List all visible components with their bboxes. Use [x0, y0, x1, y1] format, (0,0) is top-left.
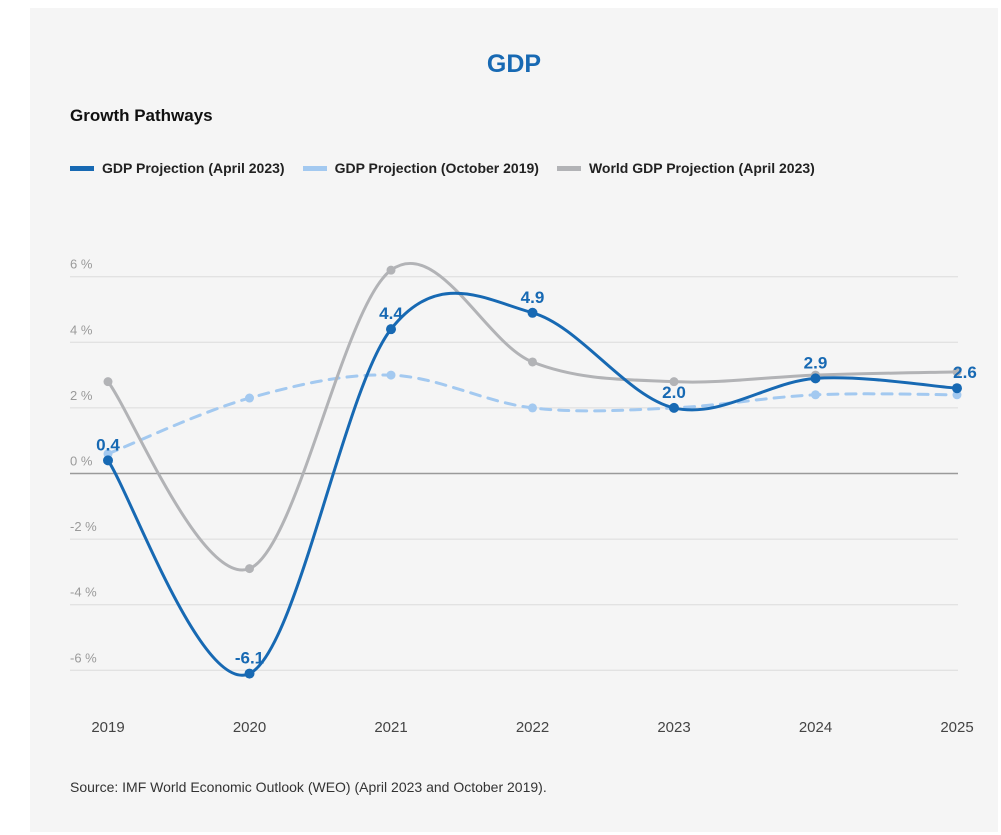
chart-subtitle: Growth Pathways: [70, 106, 213, 125]
legend-label-world-april-2023: World GDP Projection (April 2023): [588, 160, 815, 176]
data-point-world-gdp-april-2023: [669, 377, 679, 387]
legend-label-october-2019: GDP Projection (October 2019): [334, 160, 539, 176]
data-point-gdp-october-2019: [528, 403, 537, 413]
series-line-world-gdp-april-2023: [106, 261, 959, 572]
data-point-gdp-april-2023: [810, 373, 821, 384]
data-label: 2.6: [953, 363, 977, 382]
data-label: -6.1: [235, 649, 264, 668]
data-label: 4.4: [379, 304, 403, 323]
series-line-gdp-april-2023: [106, 291, 959, 677]
data-point-gdp-april-2023: [669, 402, 679, 413]
y-tick-label: -6 %: [70, 650, 97, 665]
chart-title: GDP: [486, 50, 542, 78]
legend-swatch-april-2023: [70, 165, 94, 171]
data-point-world-gdp-april-2023: [528, 357, 537, 367]
data-point-gdp-april-2023: [244, 668, 255, 679]
legend-swatch-world-april-2023: [556, 165, 581, 171]
x-tick-label: 2021: [374, 719, 407, 736]
y-tick-label: -4 %: [70, 585, 97, 600]
y-tick-label: 4 %: [70, 322, 93, 337]
data-label: 2.0: [662, 383, 686, 402]
data-point-gdp-april-2023: [103, 455, 113, 466]
legend: GDP Projection (April 2023) GDP Projecti…: [70, 160, 815, 176]
x-tick-label: 2023: [657, 719, 690, 736]
data-point-gdp-october-2019: [811, 390, 820, 400]
data-label: 4.9: [521, 288, 545, 307]
x-tick-label: 2025: [940, 719, 973, 736]
data-point-gdp-april-2023: [386, 324, 396, 335]
y-tick-label: -2 %: [70, 519, 97, 534]
data-point-gdp-october-2019: [245, 393, 254, 403]
chart-card: GDP Growth Pathways GDP Projection (Apri…: [30, 8, 998, 832]
data-point-world-gdp-april-2023: [245, 564, 254, 574]
data-label: 2.9: [804, 353, 828, 372]
data-label: 0.4: [96, 435, 120, 454]
y-tick-label: 6 %: [70, 257, 93, 272]
x-tick-label: 2022: [516, 719, 549, 736]
legend-item-october-2019[interactable]: GDP Projection (October 2019): [302, 160, 539, 176]
legend-label-april-2023: GDP Projection (April 2023): [102, 160, 285, 176]
x-tick-label: 2020: [233, 719, 266, 736]
x-tick-label: 2024: [799, 719, 832, 736]
data-point-world-gdp-april-2023: [103, 377, 113, 387]
line-chart: 6 % 4 % 2 % 0 % -2 % -4 % -6 % 2019 2020 2021 2022…: [70, 257, 977, 736]
data-point-world-gdp-april-2023: [386, 265, 396, 275]
y-tick-label: 2 %: [70, 388, 93, 403]
source-note: Source: IMF World Economic Outlook (WEO)…: [70, 779, 547, 795]
legend-item-world-april-2023[interactable]: World GDP Projection (April 2023): [556, 160, 815, 176]
legend-item-april-2023[interactable]: GDP Projection (April 2023): [70, 160, 285, 176]
data-point-world-gdp-april-2023: [952, 367, 962, 377]
y-tick-label: 0 %: [70, 454, 93, 469]
data-point-gdp-april-2023: [527, 307, 538, 318]
data-point-gdp-april-2023: [952, 383, 962, 394]
series-line-gdp-october-2019: [106, 373, 959, 456]
x-tick-label: 2019: [91, 719, 124, 736]
legend-swatch-october-2019: [302, 165, 327, 171]
data-point-gdp-october-2019: [386, 370, 396, 380]
